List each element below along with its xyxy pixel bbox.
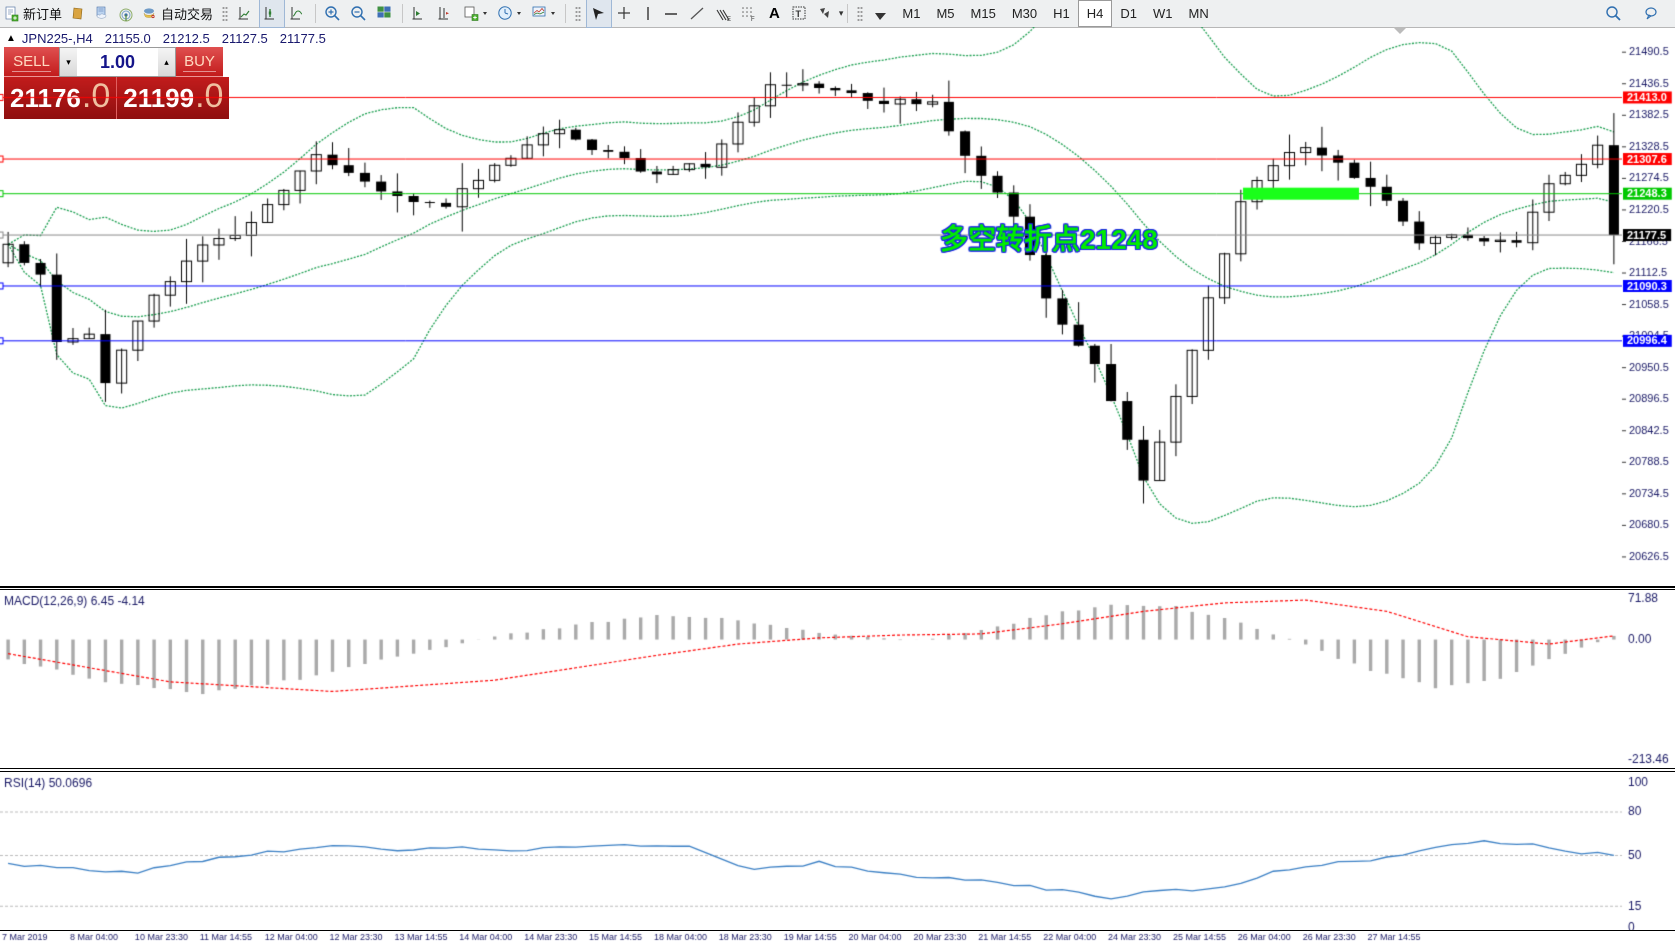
- svg-text:T: T: [795, 9, 801, 19]
- svg-text:F: F: [751, 17, 755, 23]
- svg-text:E: E: [727, 17, 731, 23]
